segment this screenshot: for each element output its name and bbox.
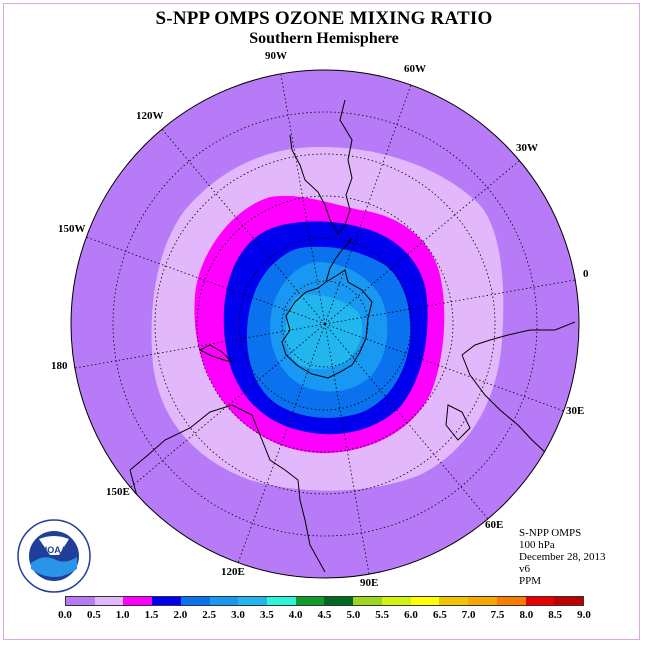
colorbar-swatch: [66, 597, 95, 605]
info-block: S-NPP OMPS 100 hPa December 28, 2013 v6 …: [519, 527, 605, 587]
info-date: December 28, 2013: [519, 551, 606, 563]
colorbar-swatch: [295, 597, 325, 605]
colorbar-tick-label: 4.5: [317, 609, 332, 621]
colorbar-swatch: [496, 597, 526, 605]
info-instrument: S-NPP OMPS: [519, 527, 582, 539]
colorbar-swatch: [267, 597, 296, 605]
colorbar-tick-label: 6.0: [404, 609, 418, 621]
lon-label-90w: 90W: [265, 50, 287, 62]
lon-label-60e: 60E: [485, 519, 504, 531]
colorbar-tick-label: 2.0: [173, 609, 188, 621]
colorbar-tick-label: 5.5: [375, 609, 390, 621]
graticule: [74, 74, 576, 575]
lon-label-150e: 150E: [106, 486, 130, 498]
colorbar-swatch: [381, 597, 411, 605]
map-subtitle: Southern Hemisphere: [249, 30, 399, 47]
colorbar-swatch: [238, 597, 268, 605]
colorbar-swatch: [152, 597, 181, 605]
colorbar-swatch: [353, 597, 382, 605]
colorbar-swatch: [123, 597, 153, 605]
colorbar-tick-label: 9.0: [577, 609, 591, 621]
colorbar-tick-label: 3.0: [231, 609, 245, 621]
colorbar-tick-label: 4.0: [288, 609, 303, 621]
antarctic-peninsula: [325, 237, 353, 283]
colorbar-swatch: [410, 597, 440, 605]
colorbar-swatch: [324, 597, 354, 605]
madagascar-coast: [445, 404, 471, 441]
colorbar-swatch: [94, 597, 124, 605]
lon-label-150w: 150W: [58, 223, 86, 235]
info-version: v6: [519, 563, 530, 575]
colorbar-tick-label: 5.0: [346, 609, 361, 621]
colorbar-swatch: [439, 597, 469, 605]
colorbar-tick-label: 0.5: [86, 609, 101, 621]
colorbar-swatch: [554, 597, 583, 605]
colorbar-tick-label: 1.5: [144, 609, 159, 621]
colorbar-tick-label: 7.5: [490, 609, 505, 621]
colorbar-swatch: [468, 597, 497, 605]
ozone-band-3-0: [285, 294, 363, 370]
lon-label-120e: 120E: [221, 566, 245, 578]
lon-label-60w: 60W: [404, 63, 426, 75]
map-boundary: [70, 69, 580, 579]
noaa-logo: NOAA: [17, 519, 91, 593]
plot-frame: [3, 3, 640, 640]
new-zealand-coast: [198, 344, 234, 363]
colorbar-tick-label: 0.0: [58, 609, 72, 621]
colorbar-tick-label: 1.0: [115, 609, 130, 621]
lon-label-0: 0: [583, 268, 589, 280]
colorbar-tick-label: 2.5: [202, 609, 217, 621]
colorbar-swatch: [525, 597, 555, 605]
colorbar-tick-label: 8.0: [519, 609, 534, 621]
lon-label-30w: 30W: [516, 142, 538, 154]
colorbar: [65, 596, 584, 606]
lon-label-30e: 30E: [566, 405, 585, 417]
colorbar-tick-label: 8.5: [548, 609, 563, 621]
colorbar-tick-label: 6.5: [432, 609, 447, 621]
info-level: 100 hPa: [519, 539, 555, 551]
lon-label-120w: 120W: [136, 110, 164, 122]
colorbar-tick-label: 3.5: [259, 609, 274, 621]
lon-label-180: 180: [51, 360, 68, 372]
colorbar-ticks: 0.0 0.5 1.0 1.5 2.0 2.5 3.0 3.5 4.0 4.5 5.0 5.5 6.0 6…: [0, 609, 648, 623]
colorbar-swatch: [209, 597, 239, 605]
colorbar-tick-label: 7.0: [461, 609, 476, 621]
colorbar-swatch: [180, 597, 210, 605]
info-units: PPM: [519, 575, 542, 587]
africa-coast: [461, 321, 576, 456]
map-title: S-NPP OMPS OZONE MIXING RATIO: [155, 8, 493, 29]
antarctica-coastline: [281, 269, 373, 379]
south-america-coast: [289, 99, 353, 235]
lon-label-90e: 90E: [360, 577, 379, 589]
noaa-logo-text: NOAA: [41, 545, 68, 555]
